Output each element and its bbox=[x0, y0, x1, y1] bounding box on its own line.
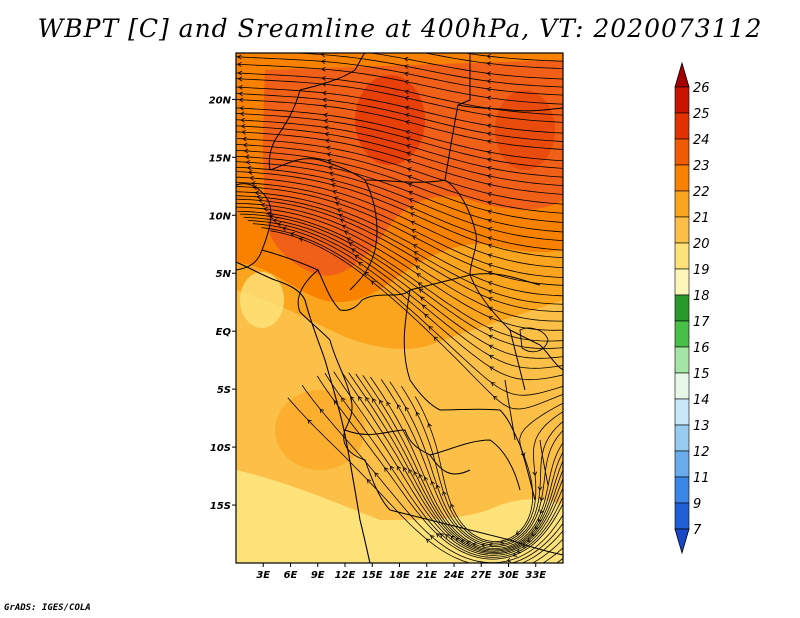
y-tick-label: EQ bbox=[216, 327, 232, 338]
x-tick-label: 27E bbox=[471, 570, 492, 581]
colorbar-label: 21 bbox=[693, 211, 710, 226]
x-tick-label: 30E bbox=[498, 570, 519, 581]
colorbar-label: 20 bbox=[693, 237, 710, 252]
colorbar: 26 25 24 23 22 21 20 19 18 17 16 15 14 13 12 11 9 7 bbox=[675, 63, 710, 553]
colorbar-segment bbox=[675, 347, 689, 373]
colorbar-label: 17 bbox=[693, 315, 710, 330]
x-tick-label: 6E bbox=[284, 570, 298, 581]
colorbar-segment bbox=[675, 113, 689, 139]
colorbar-segment bbox=[675, 87, 689, 113]
colorbar-segment bbox=[675, 295, 689, 321]
colorbar-segment bbox=[675, 165, 689, 191]
map-panel bbox=[231, 48, 565, 568]
colorbar-top-arrow bbox=[675, 63, 689, 87]
colorbar-label: 14 bbox=[693, 393, 710, 408]
colorbar-label: 18 bbox=[693, 289, 710, 304]
colorbar-bottom-arrow bbox=[675, 529, 689, 553]
colorbar-label: 23 bbox=[693, 159, 710, 174]
colorbar-label: 7 bbox=[693, 523, 702, 538]
colorbar-segment bbox=[675, 191, 689, 217]
colorbar-label: 19 bbox=[693, 263, 710, 278]
colorbar-label: 9 bbox=[693, 497, 701, 512]
y-tick-label: 20N bbox=[209, 95, 232, 106]
y-tick-label: 15S bbox=[210, 501, 231, 512]
grads-credit: GrADS: IGES/COLA bbox=[4, 603, 91, 613]
y-tick-label: 5N bbox=[216, 269, 232, 280]
x-tick-label: 3E bbox=[256, 570, 270, 581]
x-tick-label: 24E bbox=[444, 570, 465, 581]
colorbar-segment bbox=[675, 321, 689, 347]
colorbar-label: 15 bbox=[693, 367, 710, 382]
y-tick-label: 10S bbox=[210, 443, 231, 454]
colorbar-label: 12 bbox=[693, 445, 710, 460]
x-tick-label: 15E bbox=[362, 570, 383, 581]
colorbar-segment bbox=[675, 373, 689, 399]
y-tick-label: 15N bbox=[209, 153, 232, 164]
wbpt-shade-24 bbox=[355, 75, 425, 165]
y-axis: 20N 15N 10N 5N EQ 5S 10S 15S bbox=[209, 95, 236, 512]
x-tick-label: 18E bbox=[389, 570, 410, 581]
colorbar-label: 22 bbox=[693, 185, 710, 200]
colorbar-segment bbox=[675, 477, 689, 503]
colorbar-segment bbox=[675, 503, 689, 529]
colorbar-segment bbox=[675, 425, 689, 451]
colorbar-segment bbox=[675, 269, 689, 295]
colorbar-label: 26 bbox=[693, 81, 710, 96]
colorbar-segment bbox=[675, 399, 689, 425]
streamline-arrow bbox=[404, 48, 408, 52]
y-tick-label: 10N bbox=[209, 211, 232, 222]
y-tick-label: 5S bbox=[217, 385, 231, 396]
colorbar-label: 25 bbox=[693, 107, 710, 122]
colorbar-label: 13 bbox=[693, 419, 710, 434]
x-tick-label: 21E bbox=[416, 570, 437, 581]
colorbar-segment bbox=[675, 243, 689, 269]
x-tick-label: 12E bbox=[335, 570, 356, 581]
streamline-arrow bbox=[238, 48, 242, 52]
colorbar-segment bbox=[675, 217, 689, 243]
colorbar-label: 11 bbox=[693, 471, 710, 486]
x-tick-label: 33E bbox=[525, 570, 546, 581]
x-axis: 3E 6E 9E 12E 15E 18E 21E 24E 27E 30E 33E bbox=[256, 563, 546, 581]
colorbar-segment bbox=[675, 139, 689, 165]
colorbar-segment bbox=[675, 451, 689, 477]
x-tick-label: 9E bbox=[311, 570, 325, 581]
colorbar-label: 16 bbox=[693, 341, 710, 356]
colorbar-label: 24 bbox=[693, 133, 710, 148]
